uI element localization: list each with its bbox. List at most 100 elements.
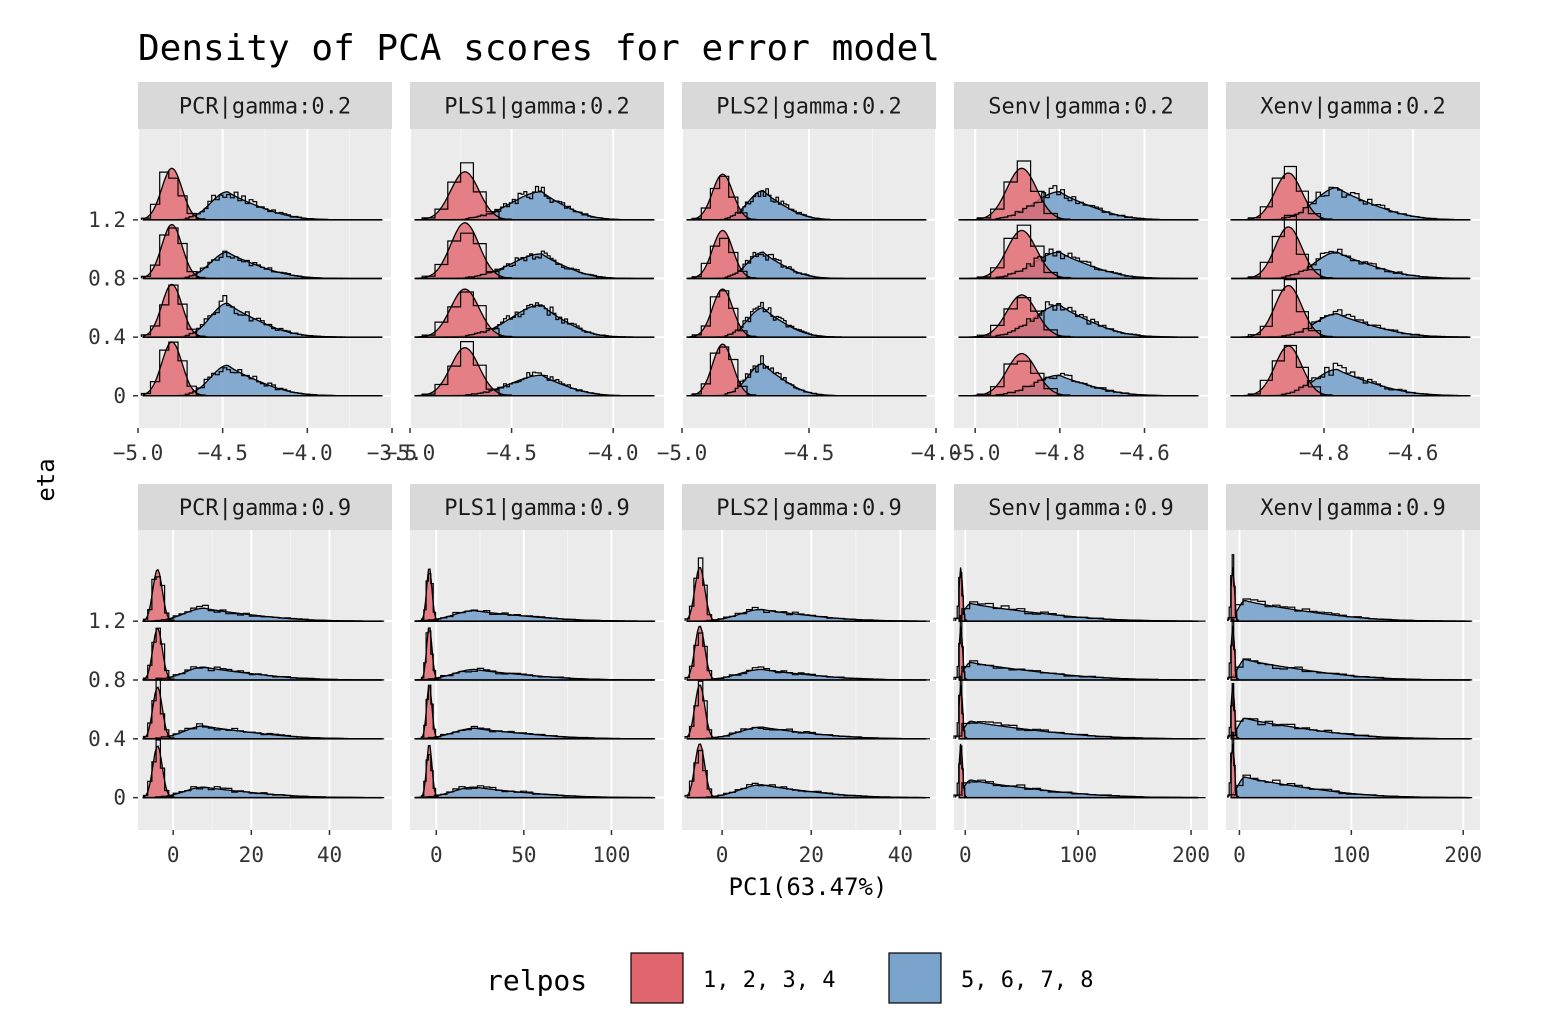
histogram-red — [691, 290, 757, 338]
histogram-blue — [724, 301, 843, 338]
facet-strip-label: PLS1|gamma:0.2 — [444, 95, 629, 120]
histogram-red — [1247, 279, 1333, 338]
histogram-red — [1227, 554, 1240, 622]
histogram-red — [140, 171, 206, 221]
x-tick-label: −4.6 — [1119, 441, 1170, 465]
facet-strip-label: PLS2|gamma:0.2 — [716, 95, 901, 120]
histogram-blue — [465, 302, 632, 338]
histogram-red — [976, 160, 1071, 221]
facet-strip-label: PCR|gamma:0.2 — [179, 95, 351, 120]
y-axis-title: eta — [32, 458, 60, 501]
legend: relpos 1, 2, 3, 4 5, 6, 7, 8 — [486, 952, 1093, 1004]
legend-key-red — [630, 952, 684, 1004]
histogram-red — [955, 572, 968, 622]
histogram-blue — [184, 367, 343, 397]
histogram-red — [420, 754, 440, 799]
y-tick-label: 0.4 — [88, 325, 126, 349]
x-tick-label: −4.8 — [1035, 441, 1086, 465]
x-tick-label: −4.5 — [486, 441, 537, 465]
facet-strip — [682, 82, 936, 129]
x-tick-label: 200 — [1444, 843, 1482, 867]
histogram-blue — [724, 251, 843, 280]
chart-title: Density of PCA scores for error model — [138, 28, 940, 69]
histogram-red — [1247, 344, 1333, 397]
x-tick-label: 100 — [592, 843, 630, 867]
x-tick-label: 100 — [1332, 843, 1370, 867]
y-tick-label: 0.4 — [88, 727, 126, 751]
histogram-red — [691, 346, 757, 397]
facet-strip — [954, 484, 1208, 530]
histogram-red — [976, 360, 1071, 397]
legend-title: relpos — [486, 964, 587, 997]
histogram-blue — [724, 355, 843, 397]
legend-label-blue: 5, 6, 7, 8 — [961, 968, 1093, 993]
x-tick-label: 0 — [167, 843, 180, 867]
histogram-blue — [995, 185, 1175, 221]
histogram-blue — [995, 372, 1175, 397]
x-tick-label: 40 — [888, 843, 913, 867]
histogram-red — [1227, 683, 1240, 740]
x-tick-label: −4.8 — [1299, 441, 1350, 465]
x-tick-label: −4.5 — [197, 441, 248, 465]
facet-strip-label: PCR|gamma:0.9 — [179, 496, 351, 521]
histogram-red — [976, 224, 1071, 280]
histogram-red — [421, 232, 512, 280]
x-tick-label: 0 — [716, 843, 729, 867]
facet-strip — [138, 484, 392, 530]
histogram-blue — [995, 248, 1175, 280]
histogram-blue — [1281, 248, 1467, 280]
x-tick-label: −4.5 — [784, 441, 835, 465]
histogram-red — [420, 630, 440, 681]
facet-strip-label: Xenv|gamma:0.2 — [1260, 95, 1445, 120]
histogram-red — [955, 615, 968, 681]
histogram-red — [691, 175, 757, 221]
histogram-red — [420, 573, 440, 622]
y-tick-label: 0 — [113, 384, 126, 408]
facet-strip — [1226, 82, 1480, 129]
histogram-blue — [184, 250, 343, 280]
histogram-blue — [724, 188, 843, 221]
facet-strip — [410, 82, 664, 129]
histogram-red — [976, 297, 1071, 338]
histogram-blue — [184, 295, 343, 338]
y-tick-label: 1.2 — [88, 208, 126, 232]
y-tick-label: 0.8 — [88, 267, 126, 291]
x-tick-label: 0 — [1233, 843, 1246, 867]
x-tick-label: 40 — [317, 843, 342, 867]
histogram-red — [420, 684, 440, 740]
legend-key-blue — [888, 952, 942, 1004]
histogram-blue — [465, 371, 632, 397]
x-axis-title: PC1(63.47%) — [729, 873, 888, 901]
y-tick-label: 0 — [113, 786, 126, 810]
histogram-red — [421, 291, 512, 338]
histogram-blue — [1281, 186, 1469, 221]
histogram-red — [142, 739, 175, 799]
legend-label-red: 1, 2, 3, 4 — [703, 968, 835, 993]
x-tick-label: 200 — [1172, 843, 1210, 867]
y-tick-label: 1.2 — [88, 609, 126, 633]
facet-strip — [954, 82, 1208, 129]
facet-strip-label: PLS2|gamma:0.9 — [716, 496, 901, 521]
x-tick-label: −4.0 — [911, 441, 962, 465]
x-tick-label: 20 — [799, 843, 824, 867]
histogram-blue — [995, 301, 1175, 338]
facet-strip — [138, 82, 392, 129]
x-tick-label: −4.0 — [588, 441, 639, 465]
histogram-red — [955, 745, 968, 798]
facet-strip-label: PLS1|gamma:0.9 — [444, 496, 629, 521]
histogram-red — [955, 675, 968, 740]
facet-strip-label: Senv|gamma:0.9 — [988, 496, 1173, 521]
histogram-red — [421, 162, 512, 221]
facet-panels: PCR|gamma:0.2 −5.0 −4.5 −4.0 −3.5 0 0.4 0.8 1.2 P… — [88, 82, 1482, 867]
histogram-red — [691, 237, 757, 280]
x-tick-label: −5.0 — [657, 441, 708, 465]
x-tick-label: 0 — [959, 843, 972, 867]
facet-strip-label: Senv|gamma:0.2 — [988, 95, 1173, 120]
x-tick-label: 20 — [239, 843, 264, 867]
x-tick-label: 100 — [1059, 843, 1097, 867]
x-tick-label: −5.0 — [113, 441, 164, 465]
histogram-blue — [465, 185, 632, 221]
histogram-red — [421, 341, 512, 397]
x-tick-label: −3.5 — [367, 441, 418, 465]
